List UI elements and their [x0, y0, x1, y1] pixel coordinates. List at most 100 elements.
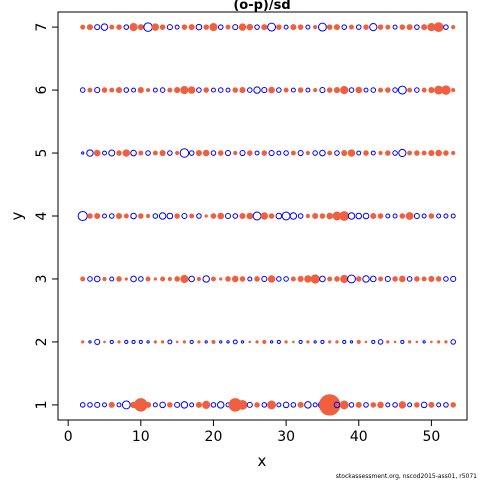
bubble [421, 24, 428, 31]
bubble [305, 150, 311, 156]
bubble [450, 275, 457, 283]
bubble [392, 402, 398, 408]
bubble [334, 150, 340, 156]
bubble [407, 87, 413, 93]
bubble [167, 339, 173, 345]
bubble [444, 340, 448, 344]
bubble [451, 87, 456, 93]
bubble [188, 275, 195, 283]
bubble [341, 149, 348, 157]
bubble [237, 399, 248, 410]
bubble [421, 87, 427, 93]
bubble [435, 276, 442, 282]
bubble [217, 150, 224, 156]
bubble [174, 276, 180, 282]
bubble [248, 340, 252, 344]
bubble [335, 340, 339, 344]
bubble [400, 339, 405, 345]
bubble [174, 87, 181, 94]
bubble [377, 213, 384, 219]
bubble [109, 276, 115, 282]
bubble [231, 275, 239, 283]
bubble [428, 213, 435, 219]
bubble [276, 24, 282, 30]
bubble [260, 212, 269, 220]
bubble [217, 401, 225, 409]
bubble [254, 402, 260, 408]
bubble [385, 150, 391, 156]
bubble [436, 213, 442, 219]
bubble [392, 276, 398, 282]
bubble [239, 87, 246, 94]
bubble [152, 213, 159, 219]
bubble [211, 339, 216, 345]
bubble [109, 24, 115, 30]
bubble [224, 149, 232, 157]
bubble [341, 24, 348, 30]
bubble [131, 339, 136, 345]
x-tick-label: 30 [277, 429, 295, 445]
bubble [180, 401, 189, 409]
bubble [268, 149, 275, 157]
bubble [377, 401, 384, 409]
bubble [406, 276, 413, 282]
y-tick-label: 4 [34, 211, 50, 220]
bubble [188, 150, 195, 156]
bubble [254, 276, 260, 282]
bubble [283, 276, 289, 282]
bubble [224, 212, 232, 220]
bubble [108, 401, 115, 408]
bubble [117, 340, 121, 344]
bubble [151, 23, 160, 31]
bubble [109, 339, 114, 345]
bubble [152, 402, 158, 408]
bubble [369, 275, 377, 283]
bubble [319, 87, 326, 94]
bubble [377, 339, 384, 345]
bubble [313, 25, 318, 30]
bubble [377, 24, 384, 30]
bubble [356, 339, 361, 345]
bubble [101, 87, 108, 93]
bubble [233, 150, 238, 156]
bubble [283, 87, 289, 93]
bubble [94, 212, 101, 220]
bubble [124, 339, 129, 345]
bubble [327, 150, 333, 156]
bubble [209, 23, 218, 32]
x-tick-label: 10 [132, 429, 150, 445]
bubble [247, 87, 253, 93]
bubble [284, 340, 288, 344]
bubble [355, 86, 363, 94]
bubble [102, 276, 107, 282]
bubble [232, 213, 239, 219]
bubble [333, 24, 341, 31]
x-axis-label: x [258, 452, 267, 470]
bubble [450, 339, 456, 345]
bubble [422, 340, 426, 344]
bubble [210, 402, 217, 408]
bubble [195, 149, 202, 157]
bubble [137, 24, 144, 31]
bubble [450, 213, 456, 219]
bubble [116, 150, 122, 156]
bubble [146, 340, 150, 344]
bubble [437, 340, 441, 344]
bubble [414, 276, 420, 282]
bubble [305, 24, 311, 30]
bubble [370, 150, 376, 156]
bubble [312, 212, 319, 220]
bubble [290, 276, 296, 282]
bubble [202, 275, 210, 283]
footnote: stockassessment.org, nscod2015-ass01, r5… [336, 473, 477, 480]
bubble [87, 213, 93, 219]
bubble [276, 339, 281, 345]
bubble [219, 340, 223, 344]
bubble [297, 401, 304, 408]
bubble [385, 402, 391, 408]
bubble [261, 402, 268, 408]
bubble [188, 24, 195, 31]
bubble [180, 85, 189, 95]
bubble [378, 87, 384, 93]
